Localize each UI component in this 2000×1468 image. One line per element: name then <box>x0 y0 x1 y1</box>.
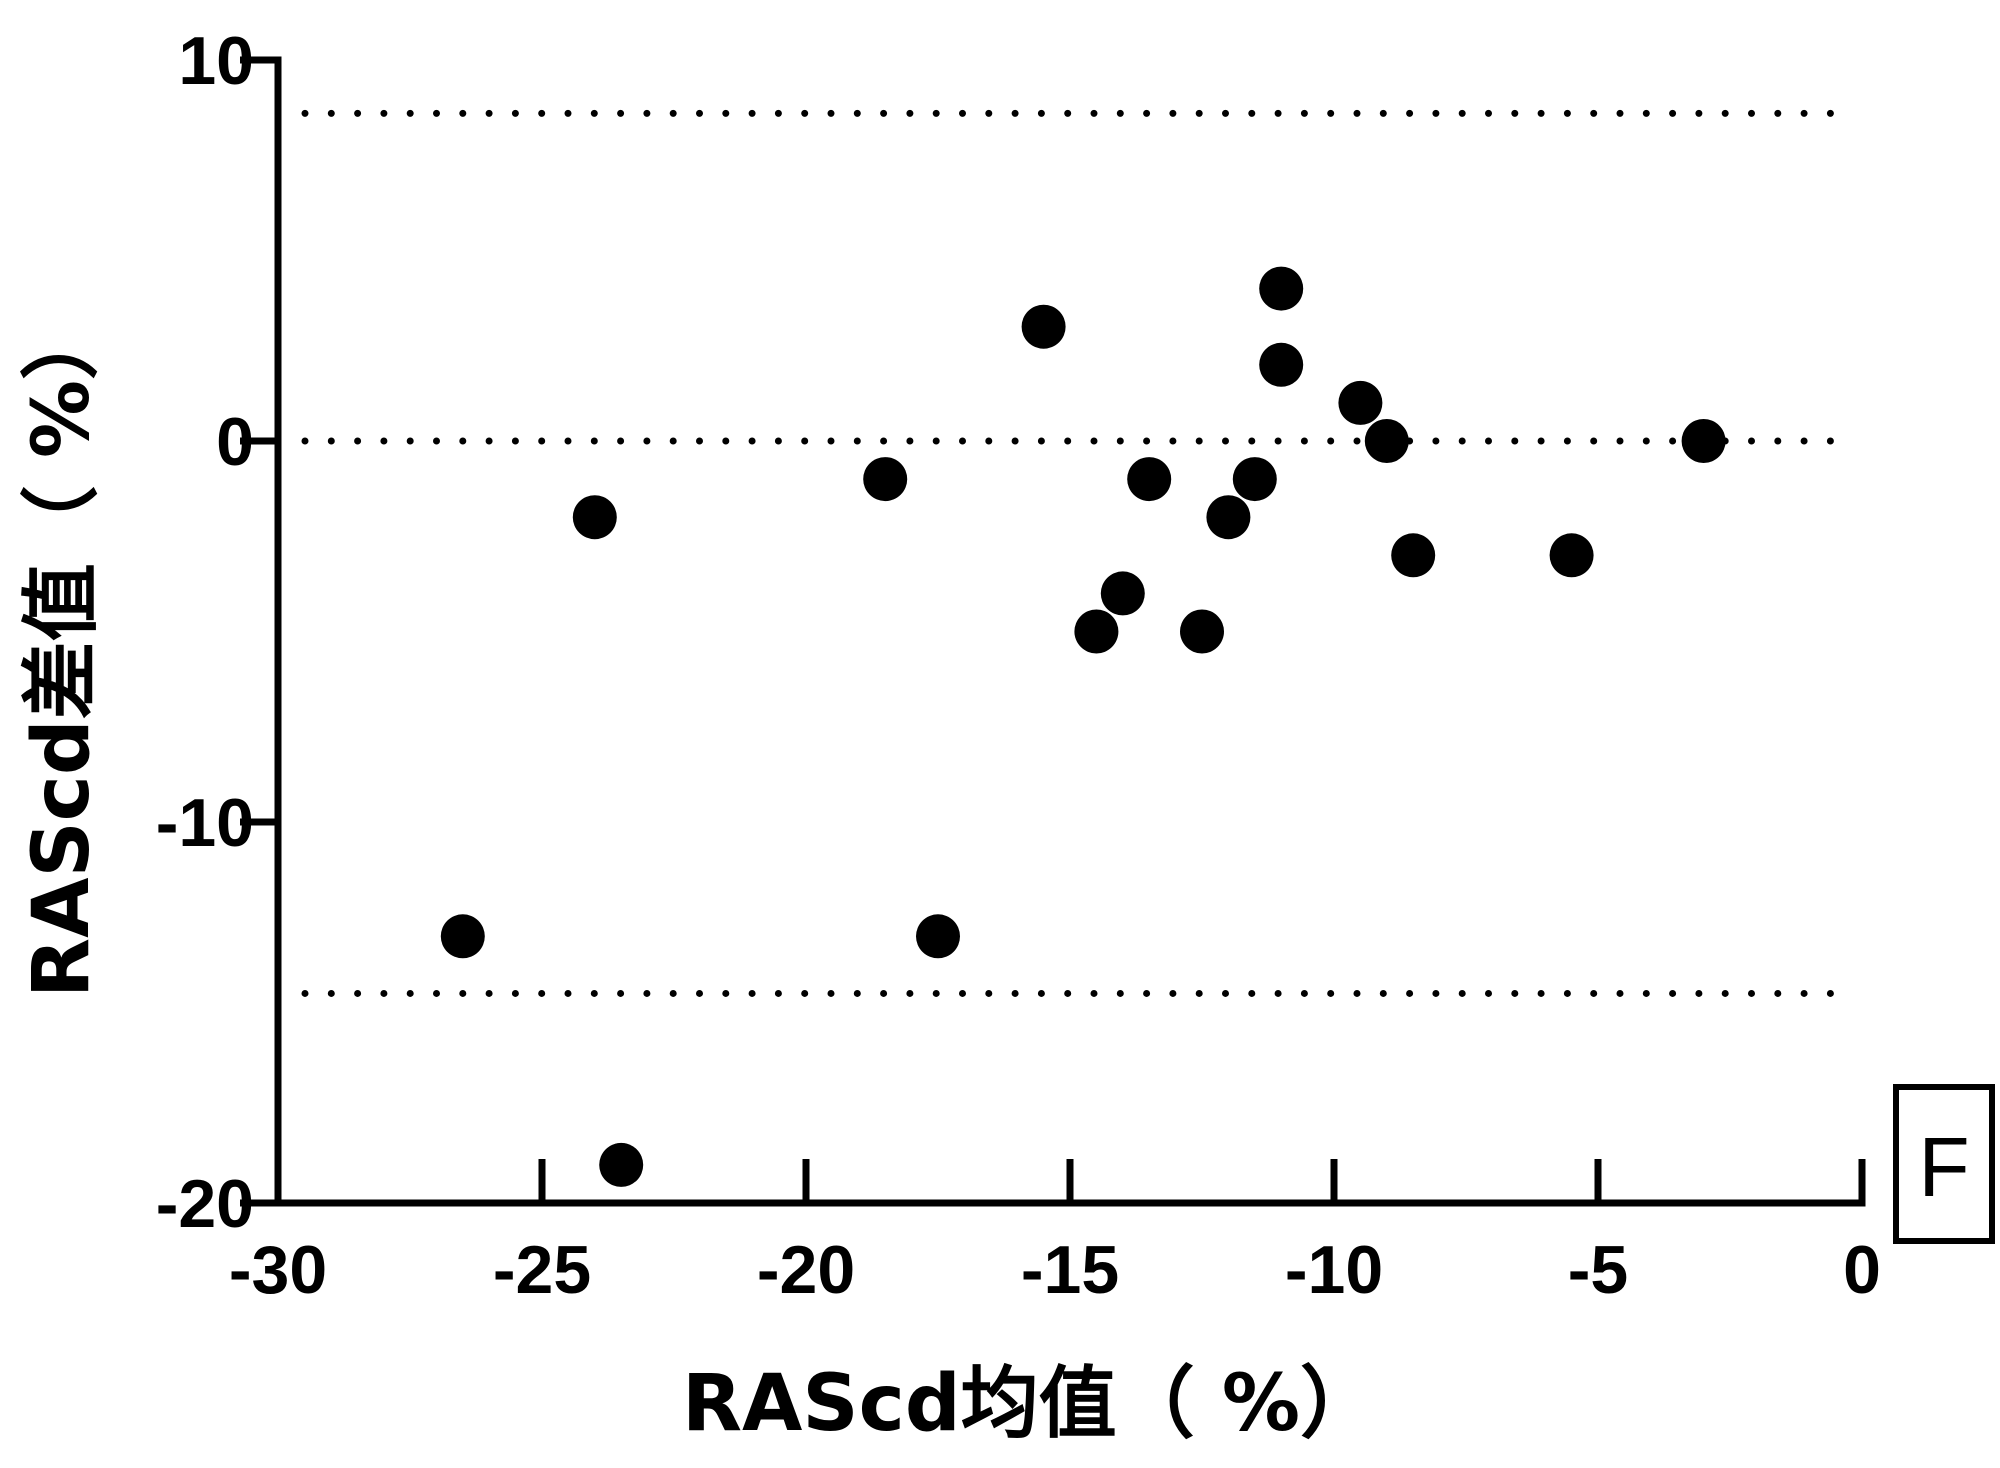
panel-label-box: F <box>1893 1084 1995 1244</box>
x-tick-label: -15 <box>1021 1232 1119 1308</box>
data-point <box>1549 533 1594 578</box>
y-tick-label: -20 <box>156 1166 254 1242</box>
y-tick-label: -10 <box>156 785 254 861</box>
data-point <box>440 914 485 959</box>
data-point <box>1206 495 1251 540</box>
data-point <box>599 1142 644 1187</box>
data-point <box>1364 419 1409 463</box>
data-point <box>1021 304 1066 349</box>
data-point <box>1074 609 1119 654</box>
data-point <box>1259 342 1304 387</box>
panel-label: F <box>1918 1120 1969 1214</box>
data-point <box>1338 380 1383 425</box>
data-point <box>863 457 908 502</box>
x-tick-label: -20 <box>757 1232 855 1308</box>
x-tick-labels: -30 -25 -20 -15 -10 -5 0 <box>229 1232 1881 1308</box>
x-tick-label: 0 <box>1843 1232 1881 1308</box>
data-point <box>1681 419 1726 463</box>
y-axis-title: RAScd差值（ %） <box>17 302 107 998</box>
y-tick-label: 0 <box>216 404 254 480</box>
axes <box>240 56 1866 1207</box>
y-tick-labels: -20 -10 0 10 <box>156 23 254 1242</box>
data-point <box>916 914 960 959</box>
data-point <box>1259 266 1304 311</box>
data-point <box>1100 571 1145 616</box>
data-point <box>1127 457 1172 502</box>
x-tick-label: -10 <box>1285 1232 1383 1308</box>
y-tick-label: 10 <box>178 23 254 99</box>
reference-lines <box>301 109 1844 997</box>
data-point <box>1232 457 1277 502</box>
x-axis-title: RAScd均值（ %） <box>682 1359 1378 1449</box>
x-tick-label: -30 <box>229 1232 327 1308</box>
x-tick-label: -5 <box>1568 1232 1628 1308</box>
data-point <box>1180 609 1224 654</box>
x-tick-label: -25 <box>493 1232 591 1308</box>
data-point <box>1391 533 1436 578</box>
data-points <box>440 266 1726 1187</box>
data-point <box>572 495 617 540</box>
